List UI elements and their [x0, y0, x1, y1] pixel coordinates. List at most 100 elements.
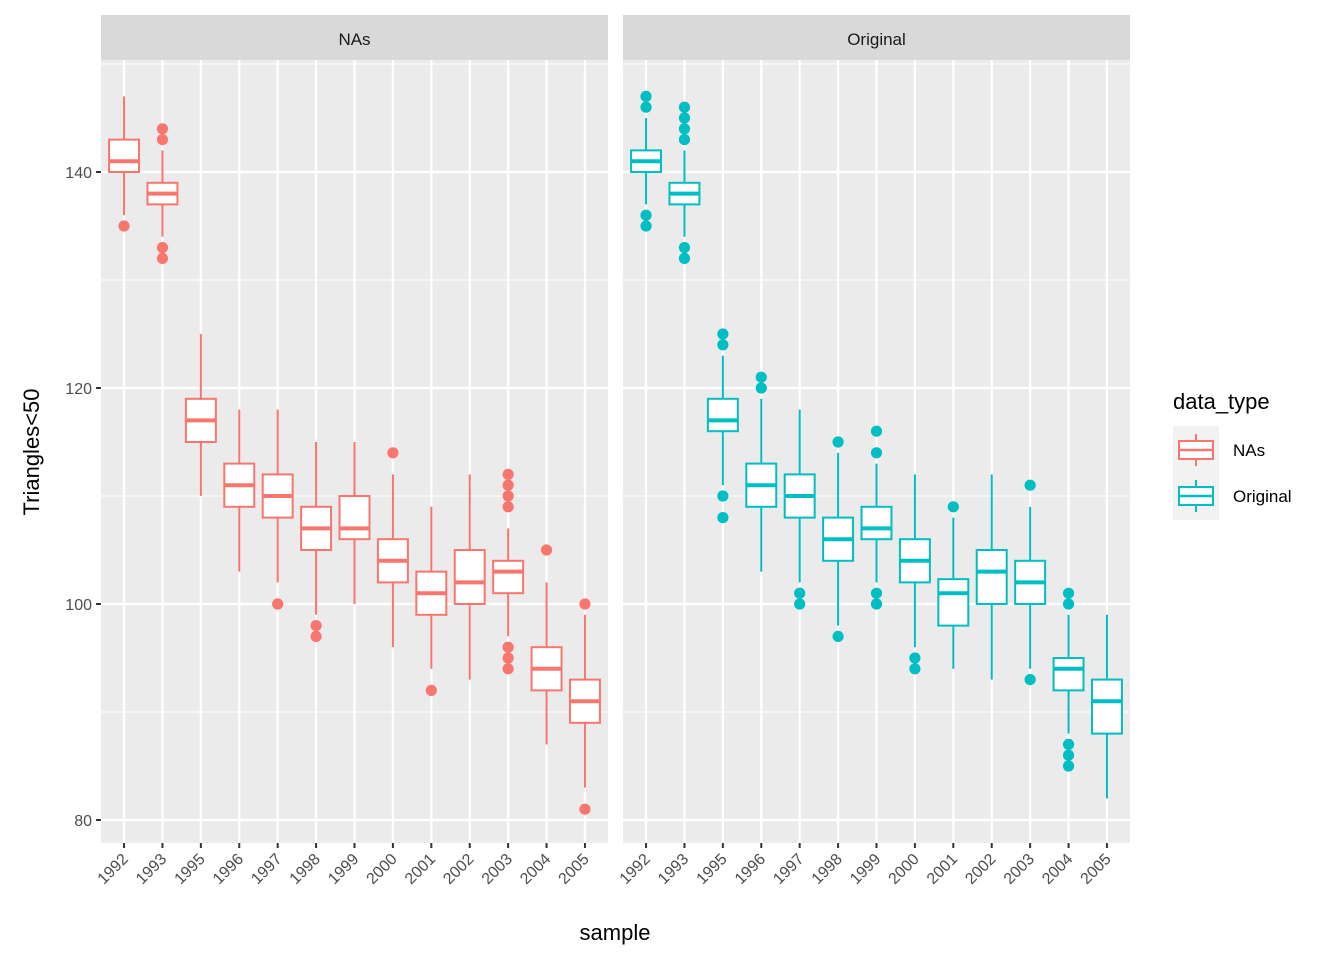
- outlier-point: [640, 220, 652, 232]
- box-iqr: [453, 549, 486, 605]
- outlier-point: [502, 468, 514, 480]
- y-tick-label: 140: [65, 165, 92, 182]
- outlier-point: [755, 382, 767, 394]
- outlier-point: [387, 447, 399, 459]
- outlier-point: [502, 490, 514, 502]
- x-axis-title: sample: [580, 920, 651, 945]
- x-tick-label: 1997: [770, 851, 807, 888]
- x-tick-label: 2002: [962, 851, 999, 888]
- outlier-point: [579, 803, 591, 815]
- box-iqr: [975, 549, 1008, 605]
- facet-strip-label: NAs: [338, 30, 370, 49]
- x-tick-label: 2003: [479, 851, 516, 888]
- outlier-point: [794, 587, 806, 599]
- outlier-point: [1062, 749, 1075, 761]
- legend-label: Original: [1233, 487, 1292, 506]
- outlier-point: [678, 242, 691, 254]
- box-nas-2003: [492, 468, 525, 675]
- box-original-1993: [668, 101, 701, 264]
- facet-strip: [623, 15, 1130, 60]
- outlier-point: [947, 501, 959, 513]
- legend: data_type NAs Original: [1173, 389, 1292, 520]
- x-tick-label: 1995: [694, 851, 731, 888]
- box-original-2004: [1052, 587, 1085, 772]
- outlier-point: [640, 209, 652, 221]
- box-original-2005: [1090, 614, 1123, 799]
- outlier-point: [717, 490, 729, 502]
- x-tick-label: 2001: [402, 851, 439, 888]
- outlier-point: [156, 134, 169, 146]
- box-original-2000: [898, 474, 931, 675]
- legend-entry-nas: NAs: [1178, 434, 1265, 466]
- box-nas-2004: [530, 544, 563, 745]
- box-nas-1997: [261, 409, 294, 610]
- outlier-point: [870, 598, 883, 610]
- outlier-point: [678, 123, 691, 135]
- x-tick-label: 1998: [809, 851, 846, 888]
- x-tick-label: 1997: [248, 851, 285, 888]
- outlier-point: [1062, 738, 1075, 751]
- outlier-point: [909, 663, 921, 675]
- box-iqr: [108, 138, 141, 174]
- box-original-2002: [975, 474, 1008, 680]
- box-nas-2000: [376, 447, 409, 648]
- box-nas-2002: [453, 474, 486, 680]
- outlier-point: [640, 101, 652, 113]
- box-nas-1999: [338, 442, 371, 604]
- box-iqr: [338, 495, 371, 541]
- y-tick-label: 100: [65, 597, 92, 614]
- x-tick-label: 2004: [517, 851, 554, 888]
- x-tick-label: 1992: [95, 851, 132, 888]
- outlier-point: [156, 123, 169, 135]
- facet-strip: [101, 15, 608, 60]
- legend-label: NAs: [1233, 441, 1265, 460]
- outlier-point: [118, 220, 130, 232]
- facet-panel-original: Original 1992 1993 1995 1996 1997 1998 1999 2000…: [617, 15, 1130, 888]
- x-tick-label: 2004: [1039, 851, 1076, 888]
- box-original-2003: [1014, 479, 1047, 686]
- x-tick-label: 1999: [847, 851, 884, 888]
- outlier-point: [640, 90, 652, 102]
- box-iqr: [492, 559, 525, 595]
- outlier-point: [1024, 674, 1036, 686]
- outlier-point: [502, 652, 514, 664]
- x-tick-label: 2000: [886, 851, 923, 888]
- outlier-point: [832, 630, 844, 643]
- outlier-point: [909, 652, 921, 664]
- outlier-point: [272, 598, 284, 610]
- x-tick-label: 1999: [325, 851, 362, 888]
- outlier-point: [156, 242, 169, 254]
- box-iqr: [860, 505, 893, 541]
- legend-title: data_type: [1173, 389, 1270, 414]
- x-tick-label: 2005: [556, 851, 593, 888]
- box-original-1999: [860, 425, 893, 610]
- outlier-point: [832, 436, 844, 448]
- box-original-1997: [783, 409, 816, 610]
- box-original-1998: [822, 436, 855, 643]
- outlier-point: [1062, 760, 1075, 772]
- outlier-point: [310, 620, 322, 632]
- outlier-point: [1024, 479, 1036, 491]
- box-nas-1992: [108, 96, 141, 232]
- outlier-point: [678, 112, 691, 124]
- x-tick-label: 1995: [172, 851, 209, 888]
- x-tick-label: 1993: [655, 851, 692, 888]
- outlier-point: [678, 101, 691, 113]
- x-tick-label: 1998: [287, 851, 324, 888]
- y-axis: 80 100 120 140: [65, 165, 101, 830]
- outlier-point: [794, 598, 806, 610]
- box-nas-1998: [300, 442, 333, 643]
- outlier-point: [755, 371, 767, 383]
- outlier-point: [425, 684, 437, 697]
- x-tick-label: 2001: [924, 851, 961, 888]
- y-axis-title: Triangles<50: [19, 389, 44, 516]
- box-iqr: [1052, 657, 1085, 692]
- box-original-2001: [937, 501, 970, 669]
- outlier-point: [579, 598, 591, 610]
- box-original-1995: [706, 328, 739, 524]
- x-tick-label: 2002: [440, 851, 477, 888]
- outlier-point: [310, 630, 322, 643]
